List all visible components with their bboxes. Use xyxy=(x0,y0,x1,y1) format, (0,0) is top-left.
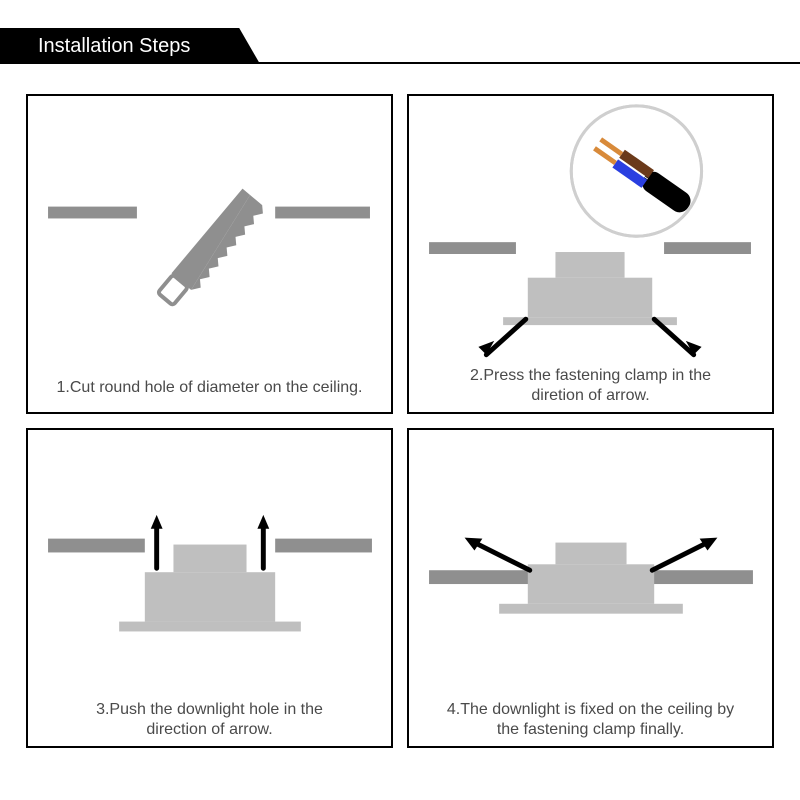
step-4-caption: 4.The downlight is fixed on the ceiling … xyxy=(409,700,772,740)
step-2-diagram xyxy=(409,96,772,412)
steps-grid: 1.Cut round hole of diameter on the ceil… xyxy=(26,94,774,748)
step-2-caption: 2.Press the fastening clamp in thedireti… xyxy=(409,366,772,406)
step-panel-2: 2.Press the fastening clamp in thedireti… xyxy=(407,94,774,414)
section-title: Installation Steps xyxy=(0,28,260,64)
step-1-diagram xyxy=(28,96,391,412)
step-panel-3: 3.Push the downlight hole in thedirectio… xyxy=(26,428,393,748)
step-3-caption: 3.Push the downlight hole in thedirectio… xyxy=(28,700,391,740)
step-panel-1: 1.Cut round hole of diameter on the ceil… xyxy=(26,94,393,414)
section-title-text: Installation Steps xyxy=(38,35,190,58)
step-3-diagram xyxy=(28,430,391,746)
step-4-diagram xyxy=(409,430,772,746)
step-panel-4: 4.The downlight is fixed on the ceiling … xyxy=(407,428,774,748)
step-1-caption: 1.Cut round hole of diameter on the ceil… xyxy=(28,378,391,398)
